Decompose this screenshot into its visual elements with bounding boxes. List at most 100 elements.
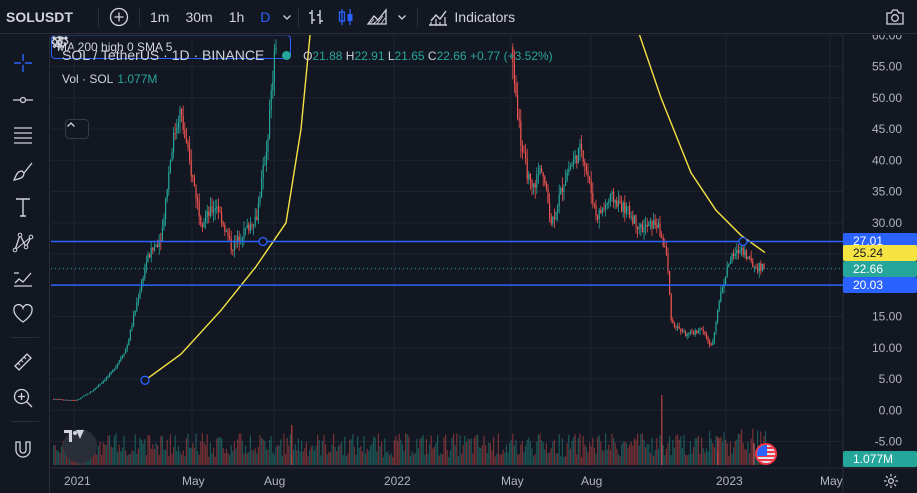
volume-bar bbox=[293, 450, 295, 465]
chart-type-dropdown[interactable] bbox=[393, 0, 411, 34]
candle-body bbox=[585, 165, 587, 172]
candle-body bbox=[533, 183, 535, 188]
crosshair-icon bbox=[14, 54, 32, 72]
volume-bar bbox=[209, 443, 211, 465]
volume-bar bbox=[353, 446, 355, 465]
candle-body bbox=[728, 263, 730, 267]
volume-bar bbox=[637, 433, 639, 465]
volume-bar bbox=[321, 440, 323, 465]
volume-bar bbox=[686, 455, 688, 465]
volume-bar bbox=[653, 455, 655, 465]
volume-bar bbox=[646, 443, 648, 465]
prediction-tool[interactable] bbox=[9, 264, 37, 292]
candle-body bbox=[667, 253, 669, 272]
volume-bar bbox=[329, 452, 331, 465]
volume-bar bbox=[557, 453, 559, 465]
symbol-search[interactable]: SOLUSDT bbox=[6, 8, 73, 25]
interval-1m[interactable]: 1m bbox=[150, 8, 170, 25]
candles-style-button[interactable] bbox=[331, 0, 361, 34]
candle-body bbox=[193, 176, 195, 187]
change-value: +0.77 (+3.52%) bbox=[469, 49, 553, 63]
candle-body bbox=[553, 216, 555, 219]
volume-bar bbox=[56, 450, 58, 465]
volume-bar bbox=[697, 435, 699, 465]
candle-body bbox=[589, 177, 591, 181]
chart-area[interactable]: 60.0055.0050.0045.0040.0035.0030.0025.00… bbox=[51, 35, 917, 493]
indicators-button[interactable]: Indicators bbox=[420, 0, 523, 34]
more-icon[interactable] bbox=[51, 35, 69, 41]
favorites-tool[interactable] bbox=[9, 300, 37, 328]
volume-bar bbox=[728, 455, 730, 465]
candle-body bbox=[117, 363, 119, 367]
candle-body bbox=[110, 372, 112, 374]
volume-bar bbox=[384, 438, 386, 465]
add-symbol-button[interactable] bbox=[101, 0, 137, 34]
volume-bar bbox=[678, 439, 680, 465]
bars-style-button[interactable] bbox=[301, 0, 331, 34]
candle-body bbox=[731, 253, 733, 262]
text-tool[interactable] bbox=[9, 193, 37, 221]
candle-body bbox=[552, 216, 554, 224]
candle-body bbox=[713, 332, 715, 342]
interval-dropdown[interactable] bbox=[278, 0, 296, 34]
magnet-tool[interactable] bbox=[9, 435, 37, 463]
volume-bar bbox=[310, 446, 312, 465]
interval-30m[interactable]: 30m bbox=[185, 8, 213, 25]
interval-d[interactable]: D bbox=[260, 8, 271, 25]
heart-icon bbox=[13, 303, 33, 323]
candle-body bbox=[757, 268, 759, 272]
volume-bar bbox=[683, 434, 685, 465]
zoom-tool[interactable] bbox=[9, 384, 37, 412]
trend-line-tool[interactable] bbox=[9, 86, 37, 114]
crosshair-tool[interactable] bbox=[9, 49, 37, 77]
volume-bar bbox=[531, 448, 533, 465]
volume-bar bbox=[704, 452, 706, 465]
volume-bar bbox=[323, 435, 325, 465]
measure-tool[interactable] bbox=[9, 348, 37, 376]
candle-body bbox=[665, 247, 667, 254]
candle-body bbox=[89, 391, 91, 394]
area-style-button[interactable] bbox=[361, 0, 393, 34]
price-chart[interactable]: 60.0055.0050.0045.0040.0035.0030.0025.00… bbox=[51, 35, 917, 493]
candle-body bbox=[550, 217, 552, 224]
candle-body bbox=[670, 294, 672, 320]
candle-body bbox=[113, 369, 115, 371]
us-flag-icon[interactable] bbox=[755, 443, 777, 465]
volume-bar bbox=[230, 444, 232, 465]
price-tick-label: 55.00 bbox=[872, 60, 902, 74]
volume-bar bbox=[661, 395, 663, 465]
candle-body bbox=[680, 328, 682, 332]
volume-bar bbox=[355, 454, 357, 465]
candle-body bbox=[200, 216, 202, 225]
divider bbox=[298, 6, 300, 27]
tradingview-logo[interactable] bbox=[63, 429, 97, 463]
candle-body bbox=[643, 226, 645, 233]
price-tick-label: 10.00 bbox=[872, 341, 902, 355]
candle-body bbox=[99, 383, 101, 386]
fib-tool[interactable] bbox=[9, 121, 37, 149]
volume-bar bbox=[701, 437, 703, 465]
volume-bar bbox=[739, 434, 741, 465]
volume-bar bbox=[197, 451, 199, 465]
volume-bar bbox=[176, 450, 178, 465]
brush-tool[interactable] bbox=[9, 157, 37, 185]
interval-1h[interactable]: 1h bbox=[228, 8, 245, 25]
indicators-label: Indicators bbox=[454, 8, 516, 25]
pattern-tool[interactable] bbox=[9, 228, 37, 256]
volume-bar bbox=[195, 433, 197, 465]
volume-bar bbox=[710, 438, 712, 465]
collapse-legend-button[interactable] bbox=[65, 119, 89, 139]
volume-bar bbox=[733, 447, 735, 465]
candle-body bbox=[136, 302, 138, 311]
snapshot-button[interactable] bbox=[877, 0, 913, 34]
volume-bar bbox=[187, 433, 189, 465]
candle-body bbox=[693, 333, 695, 335]
volume-bar bbox=[115, 433, 117, 465]
volume-bar bbox=[425, 439, 427, 465]
volume-bar bbox=[517, 454, 519, 465]
candle-body bbox=[521, 145, 523, 152]
line-anchor-handle bbox=[738, 236, 748, 247]
volume-bar bbox=[150, 448, 152, 465]
candle-body bbox=[577, 148, 579, 164]
candle-body bbox=[702, 329, 704, 332]
